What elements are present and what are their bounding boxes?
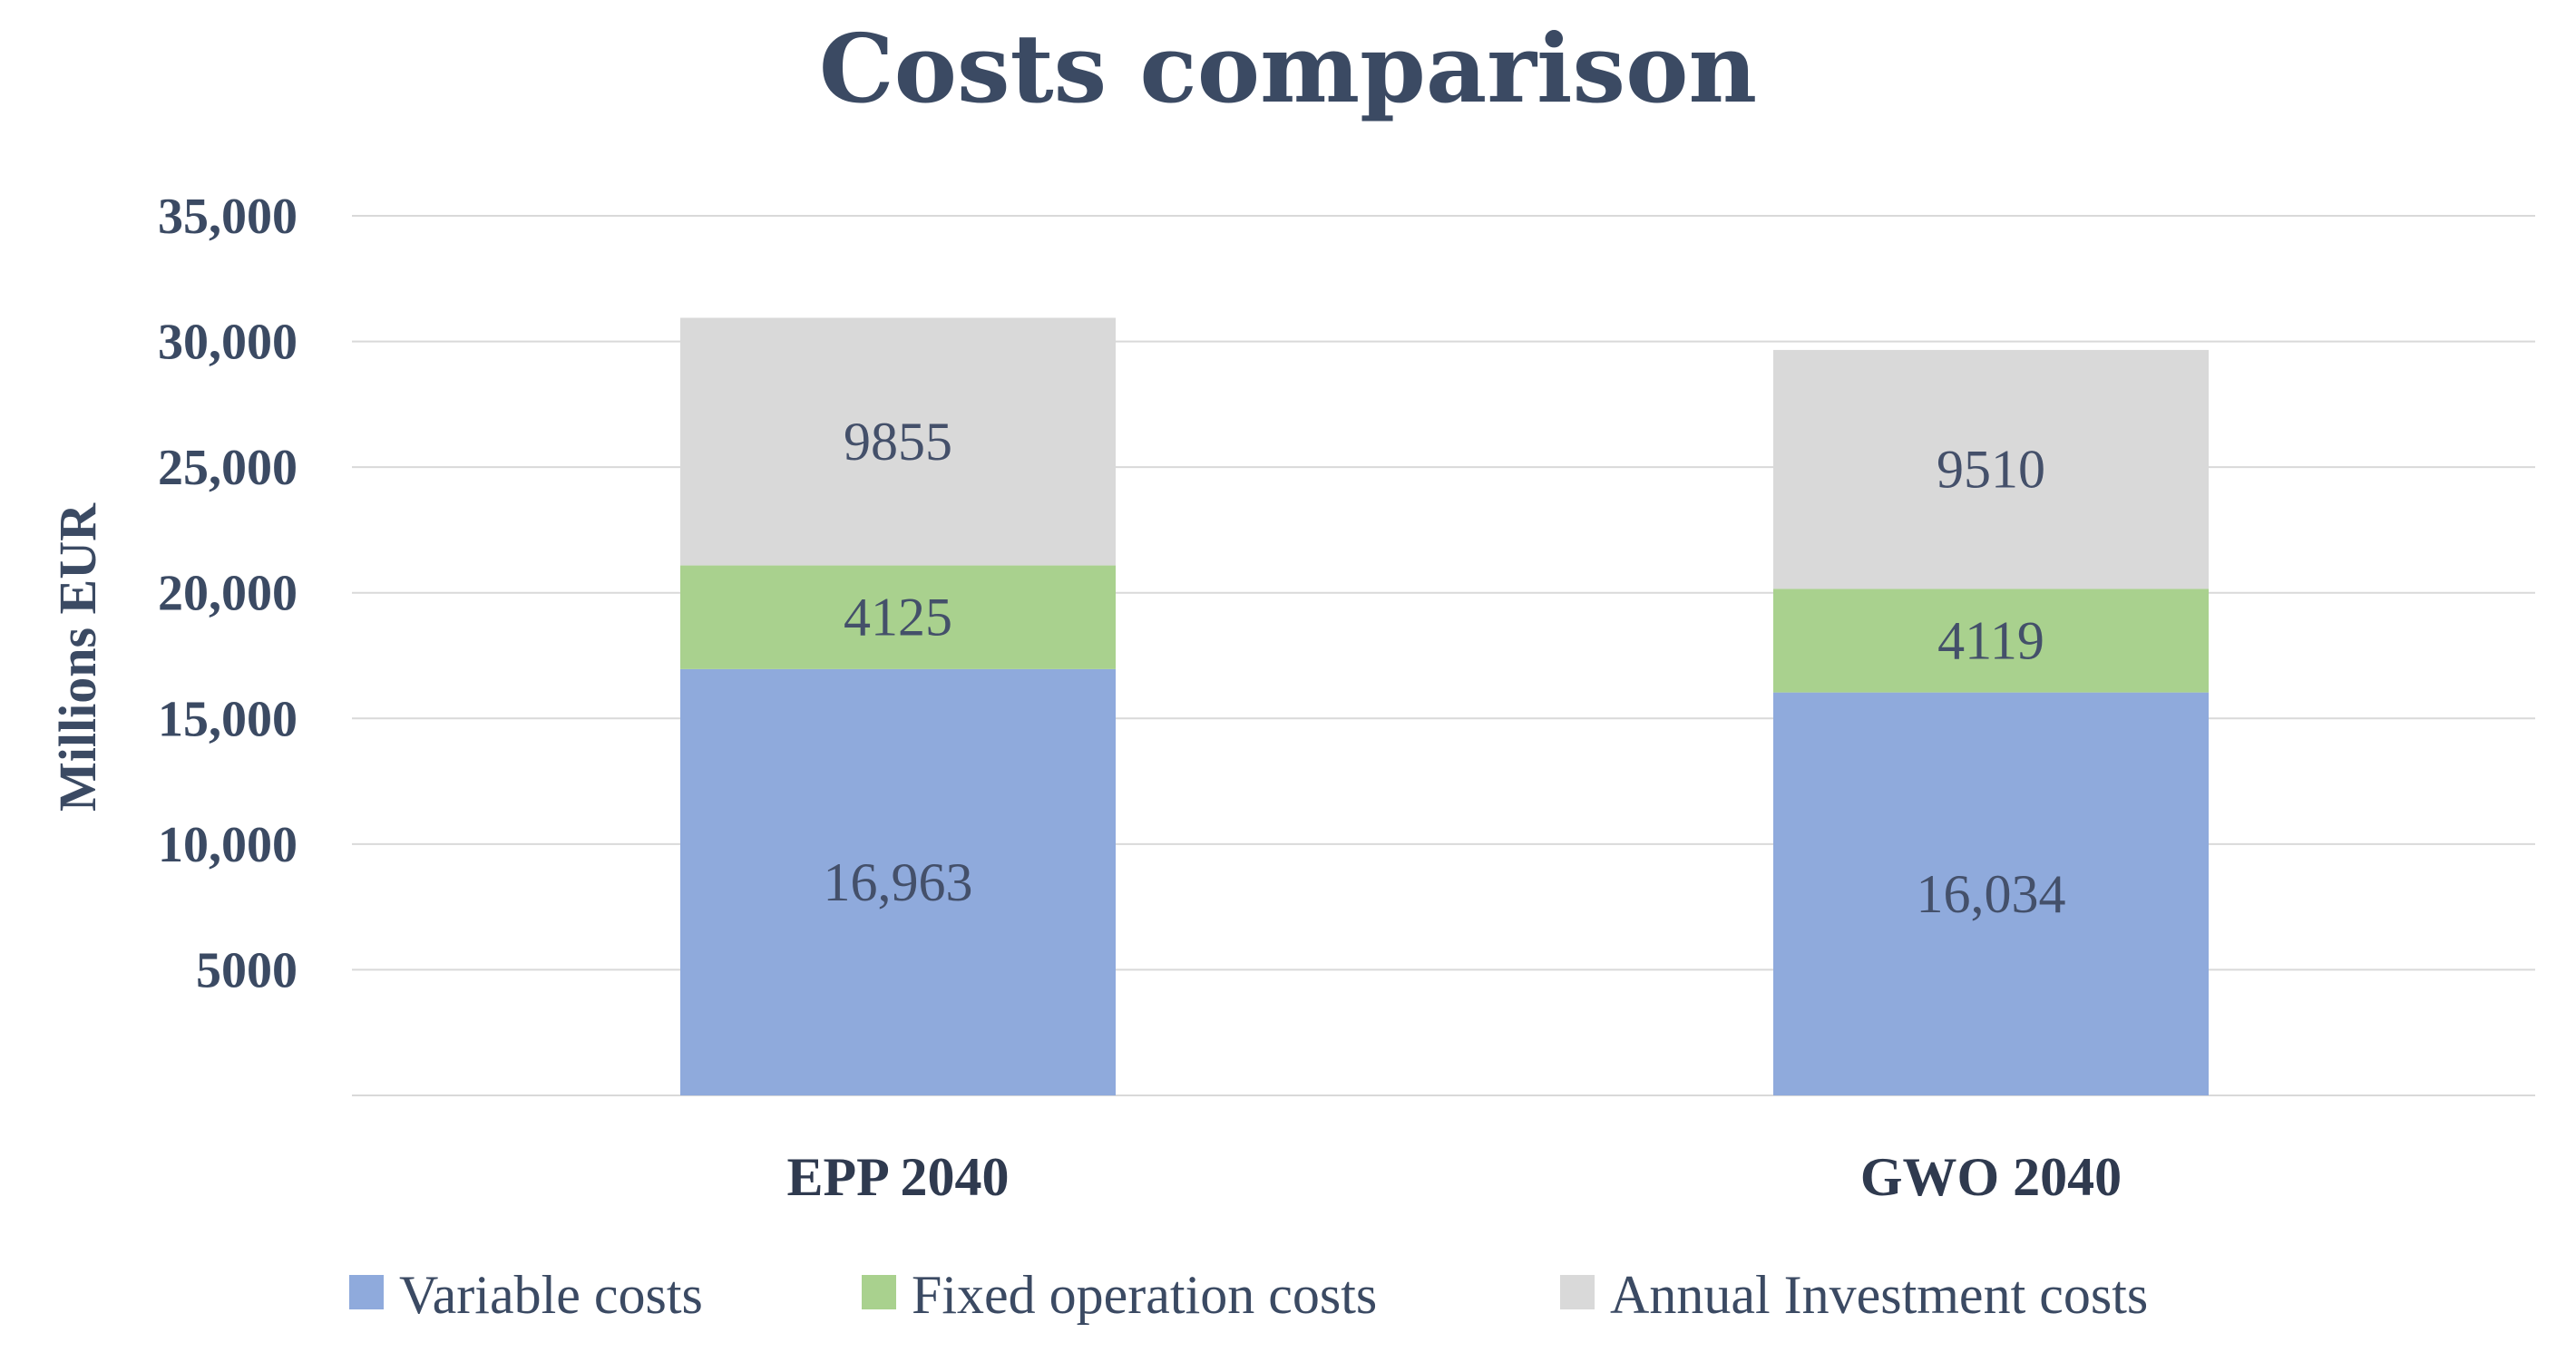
data-label: 16,034 (1917, 864, 2066, 924)
y-tick-label: 25,000 (158, 440, 298, 496)
x-axis-ticks: EPP 2040 GWO 2040 (786, 1147, 2122, 1207)
bar-segment (1773, 692, 2209, 1095)
bar-segment (1773, 349, 2209, 589)
bar-segment (680, 668, 1116, 1095)
x-tick-label: EPP 2040 (786, 1147, 1009, 1207)
data-label: 16,963 (824, 852, 973, 912)
legend-label: Variable costs (399, 1265, 703, 1325)
y-axis-ticks: 5000 10,000 15,000 20,000 25,000 30,000 35,000 (158, 189, 298, 998)
x-tick-label: GWO 2040 (1860, 1147, 2122, 1207)
y-tick-label: 20,000 (158, 566, 298, 622)
legend-swatch (1560, 1275, 1595, 1309)
bar-segment (680, 317, 1116, 566)
y-tick-label: 30,000 (158, 315, 298, 371)
y-axis-label: Millions EUR (48, 502, 107, 812)
y-tick-label: 5000 (196, 942, 298, 998)
data-label: 9855 (844, 412, 952, 472)
y-tick-label: 35,000 (158, 189, 298, 245)
legend-label: Annual Investment costs (1610, 1265, 2148, 1325)
legend: Variable costs Fixed operation costs Annua… (349, 1265, 2148, 1325)
chart-title: Costs comparison (819, 13, 1757, 124)
legend-swatch (862, 1275, 896, 1309)
bar-segment (680, 565, 1116, 669)
y-tick-label: 15,000 (158, 691, 298, 747)
legend-swatch (349, 1275, 384, 1309)
legend-label: Fixed operation costs (912, 1265, 1377, 1325)
data-label: 4125 (844, 588, 952, 647)
y-tick-label: 10,000 (158, 817, 298, 873)
data-label: 4119 (1937, 611, 2044, 671)
data-label: 9510 (1937, 440, 2045, 500)
bar-segment (1773, 589, 2209, 693)
bars: 16,963 4125 9855 16,034 4119 9510 (680, 317, 2209, 1095)
